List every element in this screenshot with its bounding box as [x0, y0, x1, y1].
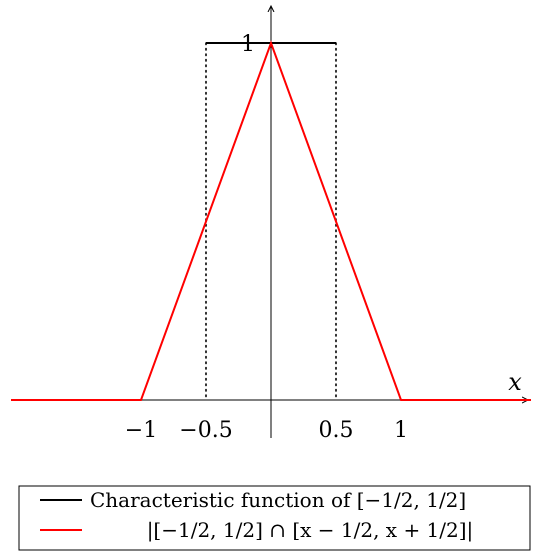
series-layer	[11, 40, 531, 401]
y-tick-label: 1	[241, 32, 255, 57]
x-tick-label: −1	[125, 418, 157, 443]
series-overlap-line	[11, 40, 531, 401]
legend-label: |[−1/2, 1/2] ∩ [x − 1/2, x + 1/2]|	[147, 518, 474, 543]
ticks-layer: −1 −0.5 0.5 1 1	[125, 32, 408, 443]
legend-box	[18, 485, 531, 551]
legend: Characteristic function of [−1/2, 1/2] |[…	[18, 485, 531, 551]
x-tick-label: 1	[394, 418, 408, 443]
axes-layer: x	[12, 6, 528, 438]
x-tick-label: −0.5	[179, 418, 232, 443]
x-axis-label: x	[508, 368, 522, 396]
guides-layer	[205, 42, 337, 401]
x-tick-label: 0.5	[319, 418, 354, 443]
legend-label: Characteristic function of [−1/2, 1/2]	[90, 488, 466, 512]
